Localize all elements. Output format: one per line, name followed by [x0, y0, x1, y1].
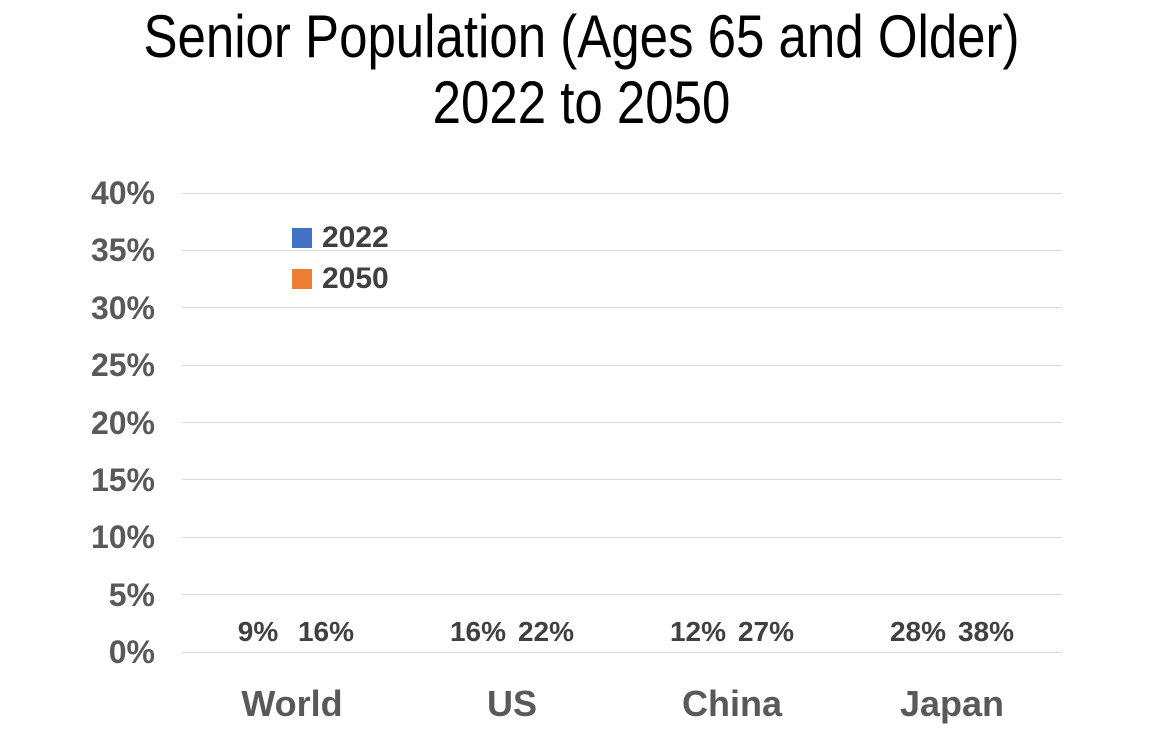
plot-area: 9% 16% 16% 22% 12% 27% 28% 38% [182, 192, 1062, 653]
legend-swatch-2022 [292, 227, 312, 248]
x-axis-label-china: China [681, 683, 783, 724]
y-tick-label: 0% [108, 634, 155, 670]
bar-value-label: 27% [737, 616, 795, 647]
y-axis: 0% 5% 10% 15% 20% 25% 30% 35% 40% [0, 177, 155, 668]
x-axis-label-japan: Japan [899, 683, 1005, 724]
legend-item-2050: 2050 [292, 258, 389, 299]
gridline [182, 536, 1062, 538]
bar-value-label: 12% [669, 616, 727, 647]
bar-value-label: 9% [237, 616, 279, 647]
legend-swatch-2050 [292, 268, 312, 289]
chart-title-line1: Senior Population (Ages 65 and Older) [143, 3, 1020, 70]
legend: 2022 2050 [292, 217, 389, 299]
x-axis-label-us: US [486, 683, 538, 724]
x-axis-label-world: World [241, 683, 343, 724]
chart-title: Senior Population (Ages 65 and Older) 20… [87, 4, 1076, 136]
y-tick-label: 20% [90, 404, 155, 441]
gridline [182, 364, 1062, 366]
gridline [182, 651, 1062, 653]
gridline [182, 479, 1062, 481]
gridline [182, 249, 1062, 251]
legend-item-2022: 2022 [292, 217, 389, 258]
chart-title-line2: 2022 to 2050 [432, 69, 731, 136]
y-tick-label: 30% [90, 289, 155, 326]
gridline [182, 192, 1062, 194]
y-tick-label: 25% [90, 347, 155, 384]
bar-value-label: 28% [889, 616, 947, 647]
y-tick-label: 35% [90, 232, 155, 269]
y-tick-label: 40% [90, 175, 155, 211]
y-tick-label: 15% [90, 461, 155, 498]
x-axis: World US China Japan [182, 686, 1062, 726]
y-tick-label: 5% [108, 576, 155, 613]
legend-label-2050: 2050 [322, 261, 389, 295]
bar-value-label: 16% [297, 616, 355, 647]
gridline [182, 594, 1062, 596]
bar-value-label: 38% [957, 616, 1015, 647]
y-tick-label: 10% [90, 519, 155, 556]
bar-value-label: 16% [449, 616, 507, 647]
gridline [182, 307, 1062, 309]
legend-label-2022: 2022 [322, 220, 389, 254]
gridline [182, 422, 1062, 423]
bar-value-label: 22% [517, 616, 575, 647]
